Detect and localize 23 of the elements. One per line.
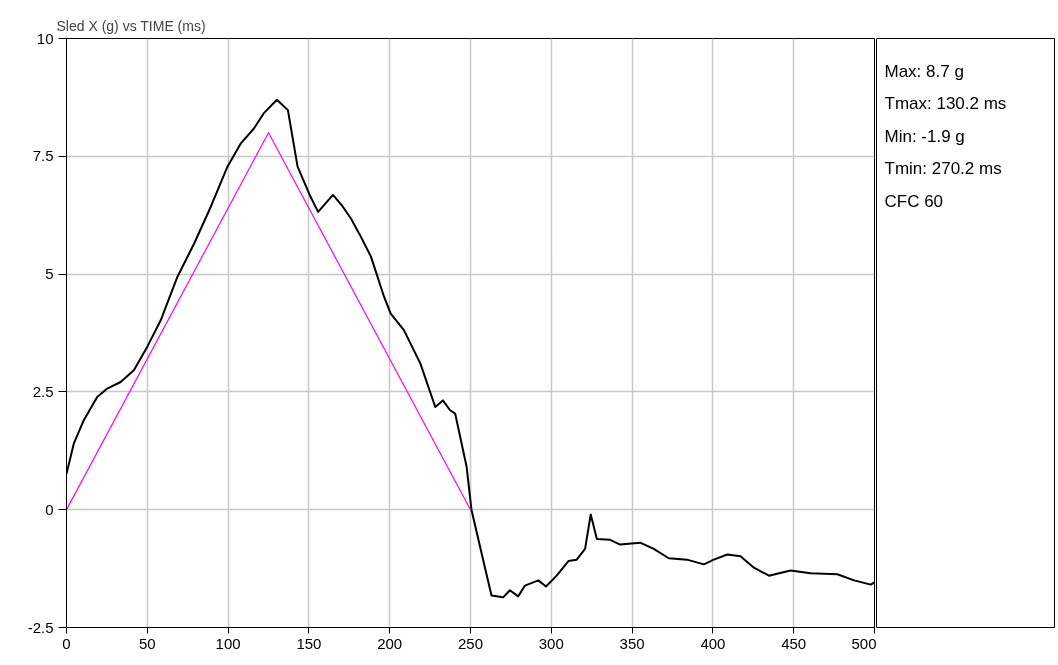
x-tick-label: 100 (215, 634, 241, 652)
x-tick-label: 0 (62, 634, 71, 652)
text: Tmin: 270.2 ms (884, 159, 1002, 178)
y-tick-label: 5 (45, 265, 54, 283)
text: Max: 8.7 g (884, 61, 964, 81)
y-tick-label: 0 (45, 500, 54, 518)
x-tick-label: 50 (138, 634, 156, 652)
x-tick-label: 150 (296, 634, 322, 652)
x-tick-label: 200 (377, 634, 403, 652)
x-tick-label: 450 (781, 634, 807, 652)
y-tick-label: -2.5 (27, 618, 54, 636)
x-tick-label: 400 (700, 634, 726, 652)
text: Tmax: 130.2 ms (884, 94, 1007, 113)
y-tick-label: 10 (36, 29, 54, 47)
y-tick-label: 7.5 (32, 147, 54, 165)
x-tick-label: 300 (538, 634, 564, 652)
y-tick-label: 2.5 (32, 382, 54, 400)
text: Min: -1.9 g (884, 126, 965, 146)
x-tick-label: 250 (457, 634, 484, 652)
text: CFC 60 (884, 191, 944, 211)
x-tick-label: 350 (619, 634, 645, 652)
chart-title: Sled X (g) vs TIME (ms) (56, 17, 206, 34)
x-tick-label: 500 (851, 634, 877, 652)
